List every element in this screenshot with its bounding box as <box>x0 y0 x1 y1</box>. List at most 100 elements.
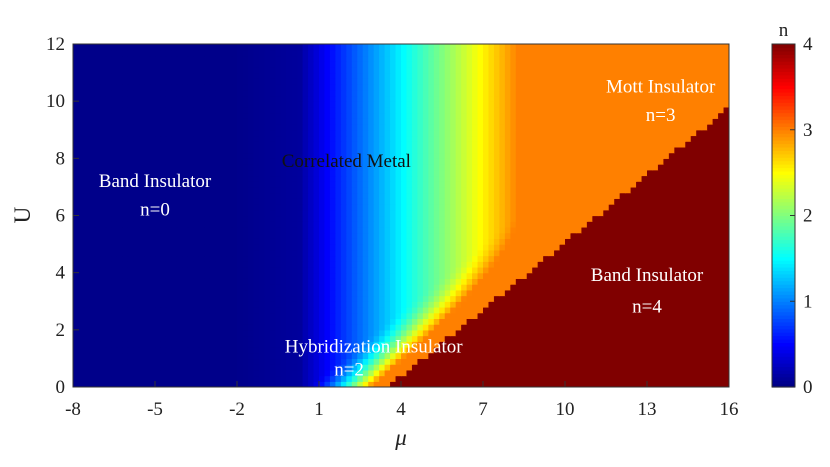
heatmap-cell <box>324 266 331 274</box>
heatmap-cell <box>302 169 309 177</box>
heatmap-cell <box>357 226 364 234</box>
heatmap-cell <box>532 318 539 325</box>
heatmap-cell <box>521 278 528 285</box>
heatmap-cell <box>127 249 134 257</box>
heatmap-cell <box>275 221 282 228</box>
heatmap-cell <box>275 198 282 205</box>
heatmap-cell <box>401 209 408 217</box>
heatmap-cell <box>220 226 227 234</box>
heatmap-cell <box>390 318 397 325</box>
heatmap-cell <box>149 324 156 331</box>
heatmap-cell <box>526 175 533 182</box>
heatmap-cell <box>220 312 227 319</box>
heatmap-cell <box>198 232 205 239</box>
heatmap-cell <box>127 198 134 205</box>
heatmap-cell <box>171 209 178 217</box>
heatmap-cell <box>428 352 435 360</box>
heatmap-cell <box>636 266 643 274</box>
heatmap-cell <box>690 301 697 308</box>
heatmap-cell <box>105 272 112 279</box>
heatmap-cell <box>237 266 244 274</box>
heatmap-cell <box>220 306 227 314</box>
heatmap-cell <box>231 369 238 377</box>
heatmap-cell <box>499 346 506 354</box>
heatmap-cell <box>231 164 238 171</box>
heatmap-cell <box>362 158 369 165</box>
heatmap-cell <box>685 204 692 211</box>
heatmap-cell <box>537 284 544 291</box>
heatmap-cell <box>510 312 517 319</box>
heatmap-cell <box>215 232 222 239</box>
heatmap-cell <box>100 152 107 159</box>
heatmap-cell <box>510 186 517 194</box>
heatmap-cell <box>357 278 364 285</box>
heatmap-cell <box>160 175 167 182</box>
heatmap-cell <box>619 341 626 348</box>
heatmap-cell <box>160 249 167 257</box>
heatmap-cell <box>559 324 566 331</box>
heatmap-cell <box>647 209 654 217</box>
heatmap-cell <box>138 226 145 234</box>
heatmap-cell <box>597 324 604 331</box>
heatmap-cell <box>187 266 194 274</box>
heatmap-cell <box>258 152 265 159</box>
heatmap-cell <box>215 209 222 217</box>
heatmap-cell <box>220 158 227 165</box>
heatmap-cell <box>614 244 621 251</box>
heatmap-cell <box>231 318 238 325</box>
heatmap-cell <box>592 324 599 331</box>
heatmap-cell <box>718 181 725 188</box>
heatmap-cell <box>548 169 555 177</box>
heatmap-cell <box>275 318 282 325</box>
heatmap-cell <box>226 329 233 337</box>
heatmap-cell <box>723 221 729 228</box>
heatmap-cell <box>401 261 408 268</box>
heatmap-cell <box>592 181 599 188</box>
heatmap-cell <box>696 244 703 251</box>
heatmap-cell <box>171 186 178 194</box>
heatmap-cell <box>575 244 582 251</box>
heatmap-cell <box>712 289 719 297</box>
heatmap-cell <box>258 335 265 342</box>
heatmap-cell <box>575 152 582 159</box>
heatmap-cell <box>187 289 194 297</box>
heatmap-cell <box>357 369 364 377</box>
heatmap-cell <box>712 192 719 199</box>
heatmap-cell <box>417 181 424 188</box>
heatmap-cell <box>357 352 364 360</box>
heatmap-cell <box>723 152 729 159</box>
heatmap-cell <box>526 261 533 268</box>
heatmap-cell <box>340 364 347 371</box>
heatmap-cell <box>215 364 222 371</box>
heatmap-cell <box>652 341 659 348</box>
heatmap-cell <box>269 186 276 194</box>
heatmap-cell <box>679 346 686 354</box>
heatmap-cell <box>133 301 140 308</box>
heatmap-cell <box>78 249 85 257</box>
heatmap-cell <box>417 261 424 268</box>
heatmap-cell <box>220 221 227 228</box>
heatmap-cell <box>286 198 293 205</box>
heatmap-cell <box>319 272 326 279</box>
heatmap-cell <box>428 152 435 159</box>
heatmap-cell <box>504 329 511 337</box>
heatmap-cell <box>647 204 654 211</box>
heatmap-cell <box>707 301 714 308</box>
heatmap-cell <box>335 324 342 331</box>
heatmap-cell <box>215 226 222 234</box>
heatmap-cell <box>362 204 369 211</box>
heatmap-cell <box>521 255 528 262</box>
heatmap-cell <box>439 158 446 165</box>
heatmap-cell <box>226 335 233 342</box>
heatmap-cell <box>532 152 539 159</box>
heatmap-cell <box>357 364 364 371</box>
heatmap-cell <box>105 169 112 177</box>
heatmap-cell <box>614 226 621 234</box>
heatmap-cell <box>417 226 424 234</box>
heatmap-cell <box>723 381 729 387</box>
heatmap-cell <box>198 295 205 302</box>
heatmap-cell <box>532 289 539 297</box>
heatmap-cell <box>89 278 96 285</box>
heatmap-cell <box>417 204 424 211</box>
heatmap-cell <box>335 312 342 319</box>
